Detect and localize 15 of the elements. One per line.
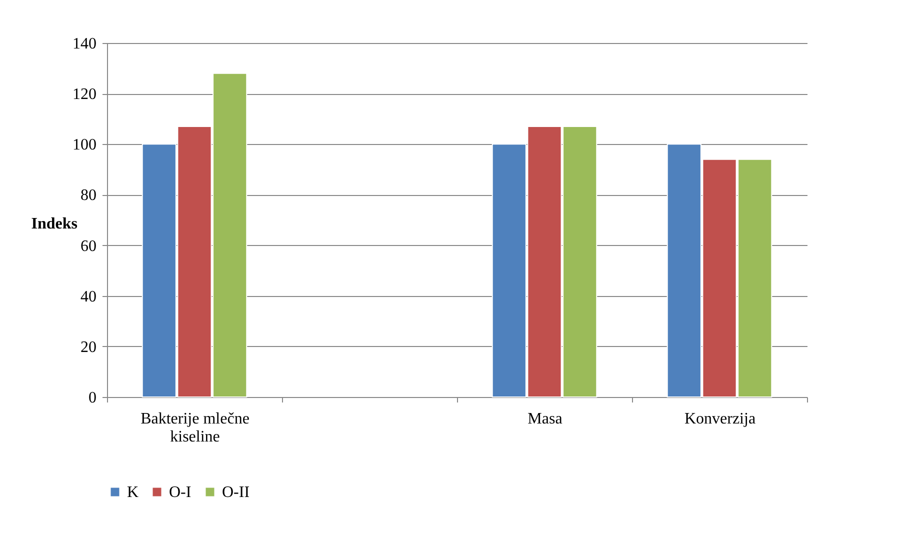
y-tick-label: 0 <box>88 390 96 406</box>
y-axis-title: Indeks <box>31 216 78 232</box>
x-tick-label: Bakterije mlečne kiseline <box>140 410 250 446</box>
y-tick-label: 120 <box>72 86 96 104</box>
x-tick-label: Konverzija <box>684 410 756 428</box>
legend-label: O-I <box>169 484 192 501</box>
y-tick-label: 20 <box>80 338 96 356</box>
legend-label: O-II <box>222 484 250 501</box>
y-tick-label: 60 <box>80 238 96 255</box>
y-tick-label: 80 <box>80 187 96 204</box>
y-tick-label: 40 <box>80 288 96 306</box>
x-tick-label: Masa <box>528 410 562 428</box>
y-tick-label: 140 <box>72 36 96 52</box>
y-tick-label: 100 <box>72 136 96 154</box>
legend-label: K <box>127 484 139 501</box>
